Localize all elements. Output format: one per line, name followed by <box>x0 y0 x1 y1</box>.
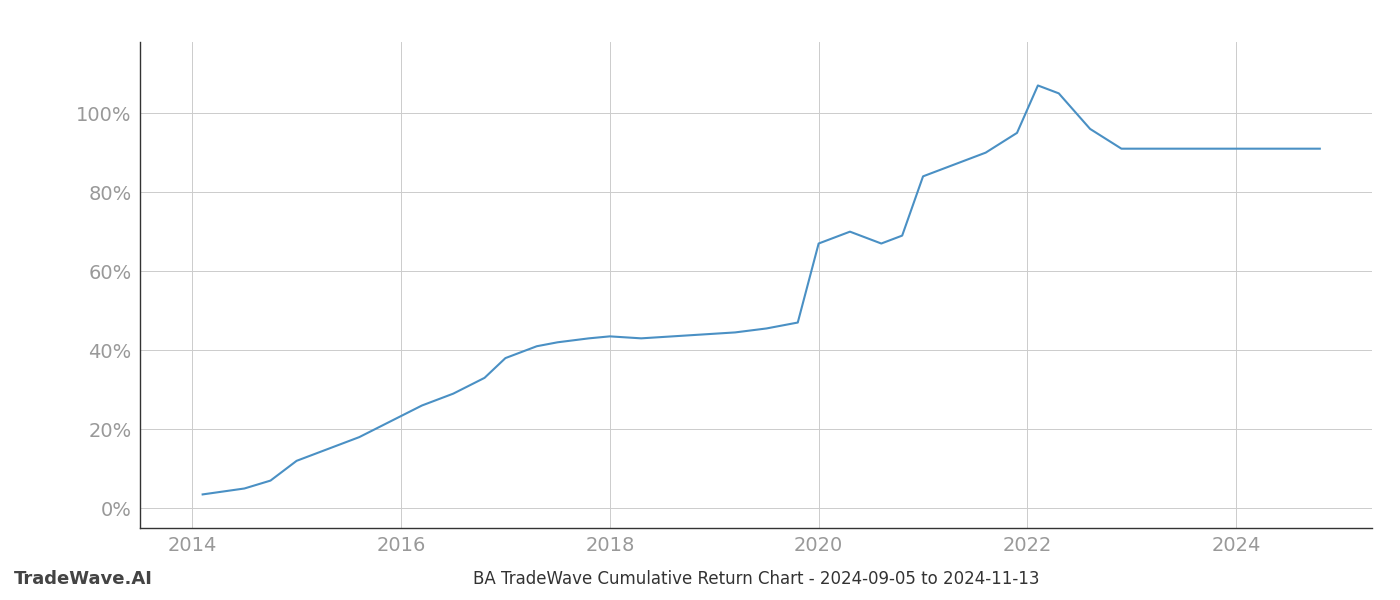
Text: BA TradeWave Cumulative Return Chart - 2024-09-05 to 2024-11-13: BA TradeWave Cumulative Return Chart - 2… <box>473 570 1039 588</box>
Text: TradeWave.AI: TradeWave.AI <box>14 570 153 588</box>
